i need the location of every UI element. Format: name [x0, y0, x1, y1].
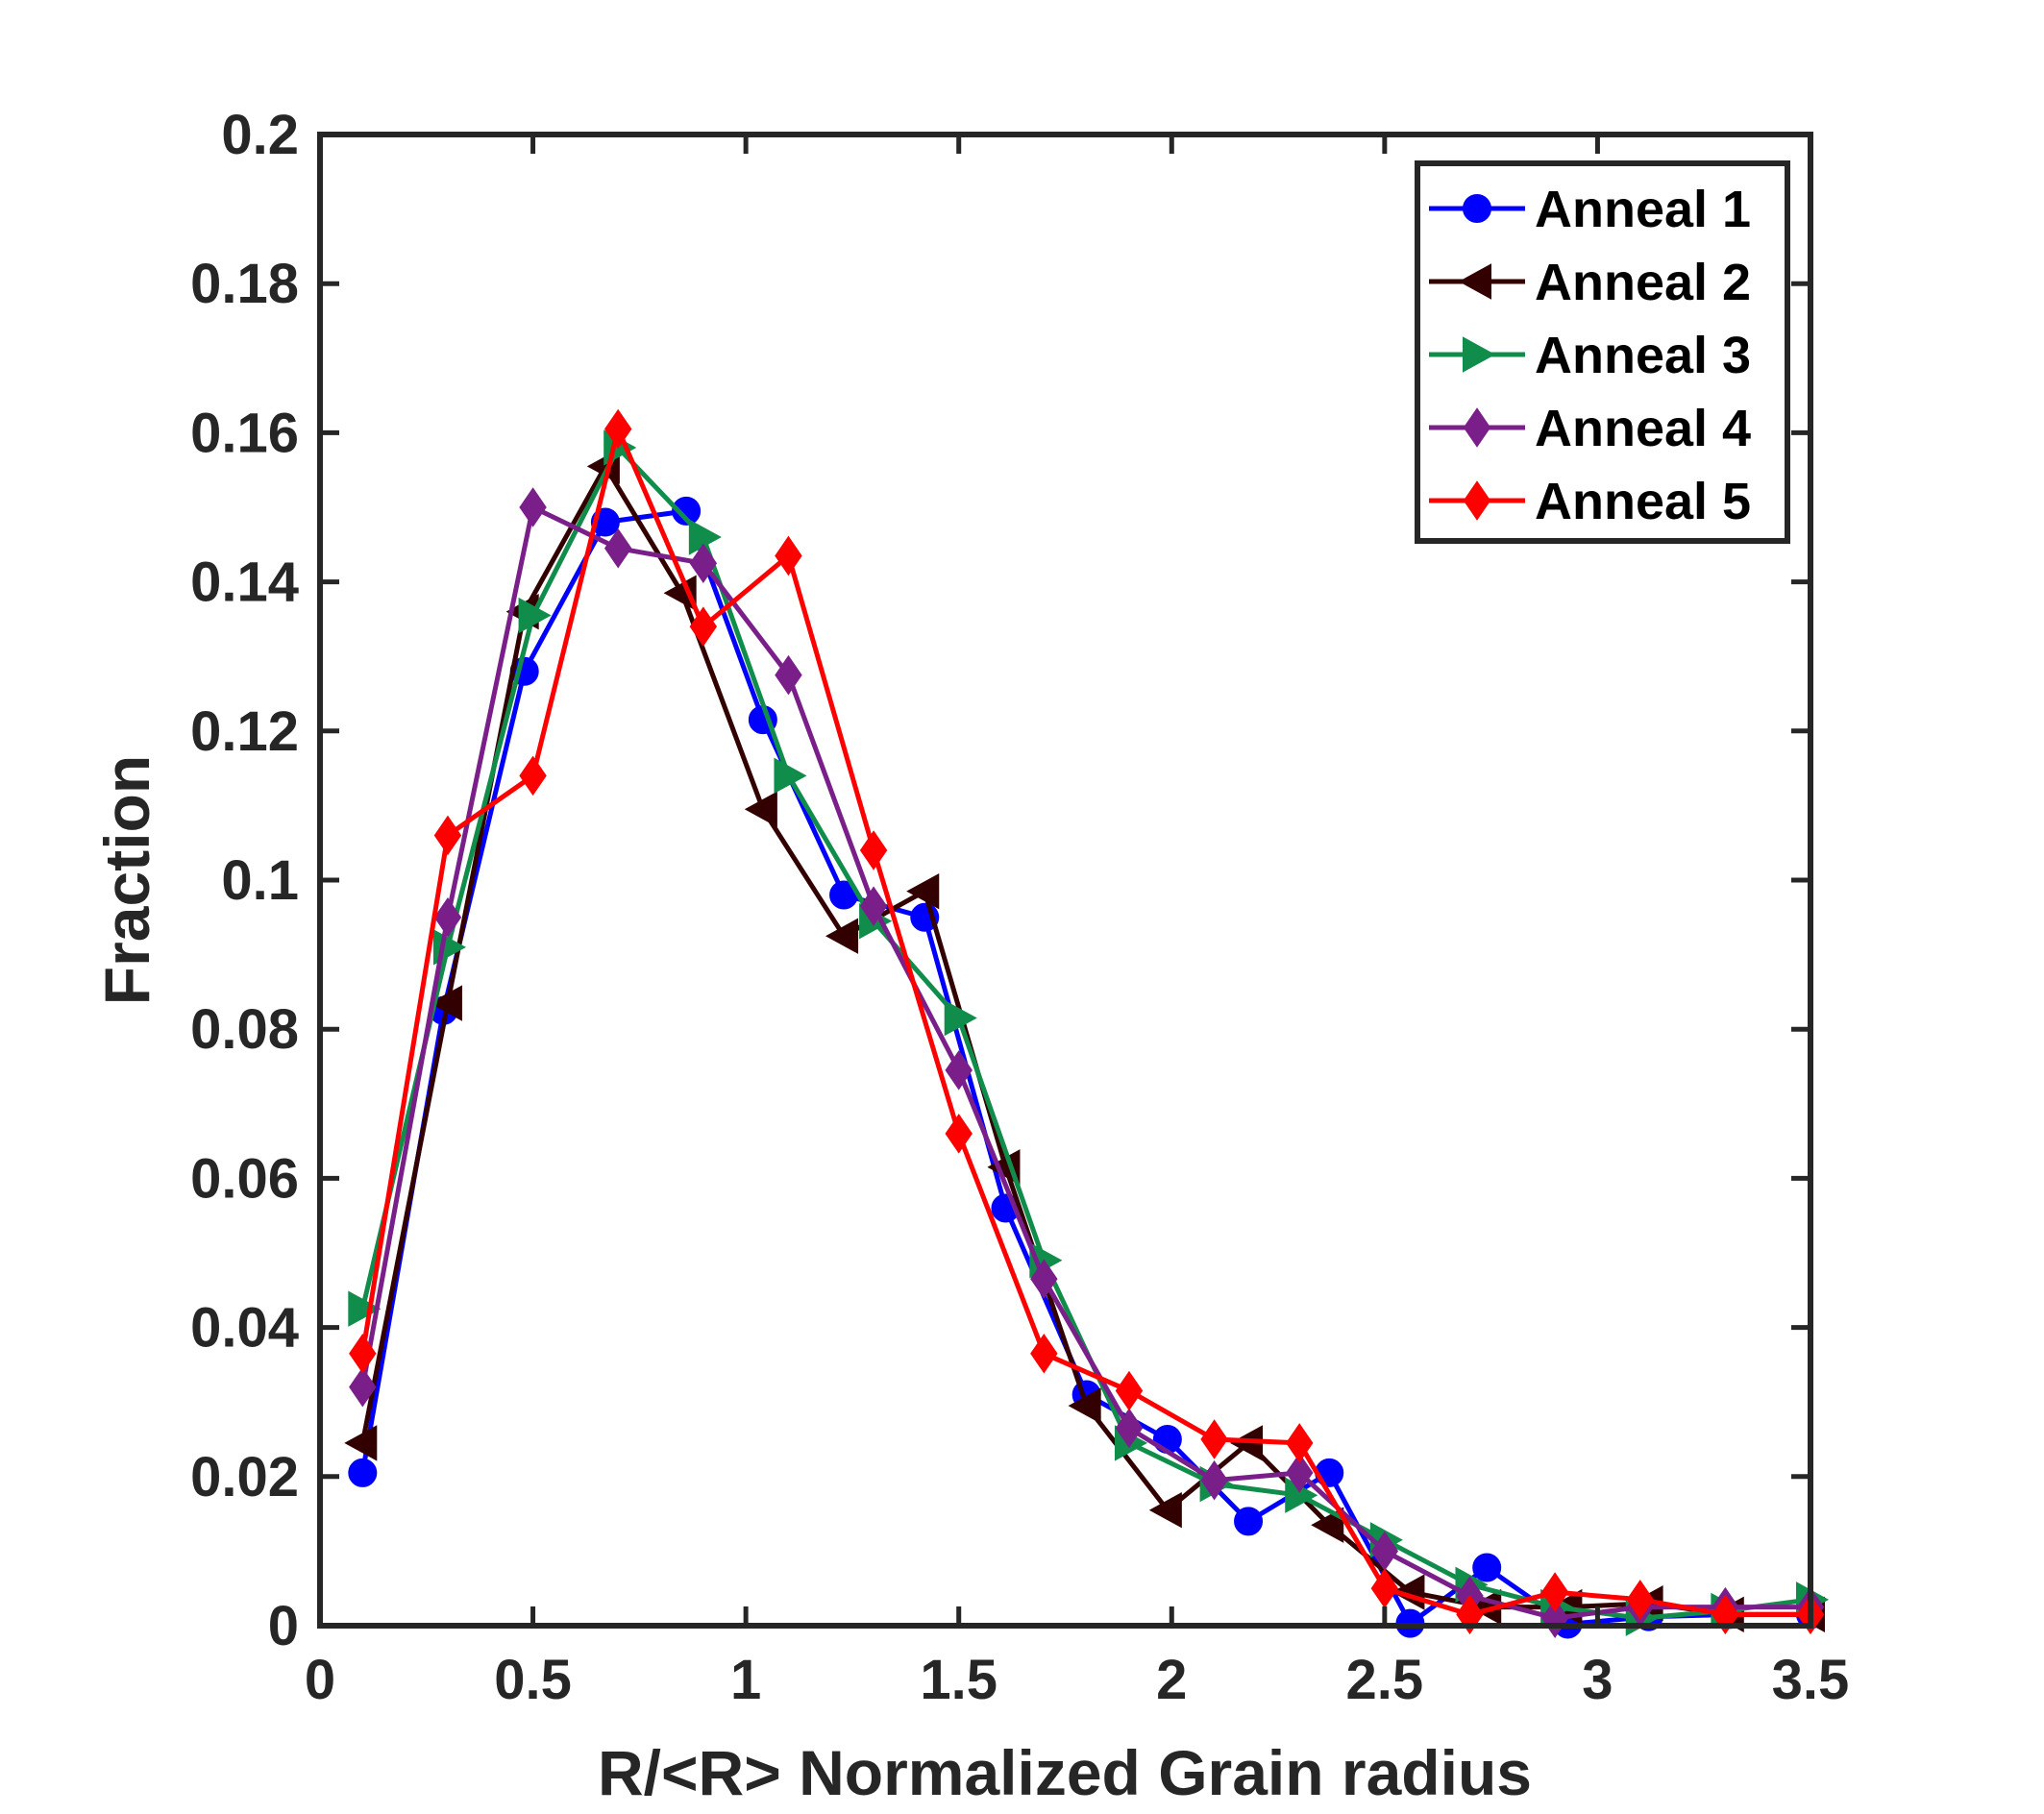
y-axis-title: Fraction [91, 755, 162, 1005]
data-point-anneal-5 [603, 408, 632, 450]
series-line-anneal-4 [359, 504, 1810, 1621]
data-point-anneal-3 [518, 597, 552, 634]
data-point-anneal-1 [672, 496, 702, 526]
data-point-anneal-4 [775, 654, 802, 696]
data-point-anneal-5 [859, 830, 888, 870]
x-tick-label: 3 [1582, 1649, 1613, 1711]
tick-layer: 0 0.5 1 1.5 2 2.5 3 3.5 0 0.02 0.04 0.06 0.08 0.1 0.12… [190, 104, 1849, 1711]
data-point-anneal-2 [429, 985, 462, 1021]
x-tick-label: 1 [730, 1649, 761, 1711]
data-point-anneal-4 [603, 527, 632, 569]
y-tick-label: 0.1 [221, 849, 299, 912]
series-anneal-5 [349, 408, 1825, 1635]
y-tick-label: 0.18 [190, 253, 299, 315]
legend-marker [1463, 480, 1491, 521]
x-tick-label: 1.5 [920, 1649, 997, 1711]
x-tick-label: 3.5 [1772, 1649, 1850, 1711]
data-point-anneal-5 [1286, 1423, 1314, 1463]
x-tick-label: 0.5 [494, 1649, 572, 1711]
y-tick-label: 0.08 [190, 998, 299, 1061]
data-point-anneal-3 [688, 519, 722, 555]
data-point-anneal-4 [1030, 1259, 1058, 1299]
legend-label: Anneal 5 [1535, 473, 1751, 530]
data-point-anneal-2 [744, 791, 777, 827]
data-point-anneal-1 [1234, 1507, 1264, 1536]
y-tick-label: 0.14 [190, 552, 299, 614]
data-point-anneal-5 [1200, 1419, 1228, 1459]
y-tick-label: 0.02 [190, 1446, 299, 1508]
data-point-anneal-3 [944, 999, 977, 1037]
x-tick-label: 0 [305, 1649, 335, 1711]
data-point-anneal-4 [1115, 1408, 1144, 1449]
y-tick-label: 0.12 [190, 700, 299, 763]
data-point-anneal-5 [349, 1333, 377, 1374]
y-tick-label: 0.04 [190, 1297, 299, 1360]
x-tick-label: 2.5 [1346, 1649, 1424, 1711]
data-point-anneal-4 [689, 543, 718, 583]
legend-item-anneal-1: Anneal 1 [1429, 181, 1751, 238]
data-point-anneal-3 [774, 757, 807, 795]
data-point-anneal-4 [349, 1366, 377, 1408]
data-point-anneal-1 [348, 1458, 378, 1487]
data-point-anneal-5 [945, 1114, 973, 1154]
legend-marker [1463, 336, 1496, 373]
legend-item-anneal-2: Anneal 2 [1429, 254, 1751, 311]
y-tick-label: 0.06 [190, 1147, 299, 1210]
legend-label: Anneal 2 [1535, 254, 1751, 311]
data-point-anneal-5 [1115, 1370, 1144, 1411]
legend-marker [1458, 263, 1491, 300]
data-point-anneal-2 [663, 575, 697, 611]
data-point-anneal-4 [945, 1050, 973, 1091]
data-point-anneal-1 [1152, 1425, 1182, 1454]
data-point-anneal-5 [689, 606, 718, 647]
legend-label: Anneal 1 [1535, 181, 1751, 238]
data-point-anneal-2 [1148, 1492, 1182, 1529]
series-layer [344, 408, 1830, 1639]
legend: Anneal 1 Anneal 2 Anneal 3 Anneal 4 Anneal 5 [1415, 160, 1790, 544]
data-point-anneal-5 [1540, 1572, 1569, 1612]
legend-marker [1463, 194, 1491, 223]
data-point-anneal-5 [433, 815, 462, 856]
data-point-anneal-4 [1200, 1459, 1228, 1501]
y-tick-label: 0 [268, 1595, 299, 1657]
data-point-anneal-4 [1286, 1453, 1314, 1493]
data-point-anneal-3 [348, 1290, 382, 1327]
series-line-anneal-5 [359, 427, 1810, 1617]
data-point-anneal-4 [433, 897, 462, 938]
x-tick-label: 2 [1156, 1649, 1187, 1711]
y-tick-label: 0.16 [190, 402, 299, 464]
data-point-anneal-5 [1626, 1580, 1654, 1620]
data-point-anneal-5 [519, 755, 547, 797]
legend-label: Anneal 4 [1535, 400, 1751, 457]
y-tick-label: 0.2 [221, 104, 299, 166]
data-point-anneal-5 [775, 535, 802, 576]
legend-item-anneal-5: Anneal 5 [1429, 473, 1751, 530]
data-point-anneal-2 [906, 872, 940, 910]
data-point-anneal-2 [344, 1425, 378, 1461]
data-point-anneal-5 [1030, 1333, 1058, 1374]
x-axis-title: R/<R> Normalized Grain radius [598, 1737, 1532, 1808]
data-point-anneal-2 [1311, 1507, 1344, 1543]
data-point-anneal-2 [1068, 1387, 1101, 1424]
legend-item-anneal-4: Anneal 4 [1429, 400, 1751, 457]
data-point-anneal-2 [825, 918, 859, 954]
data-point-anneal-4 [859, 886, 888, 926]
data-point-anneal-4 [519, 487, 547, 527]
data-point-anneal-1 [1472, 1553, 1502, 1582]
legend-marker [1463, 407, 1491, 448]
legend-box [1415, 160, 1790, 544]
legend-item-anneal-3: Anneal 3 [1429, 327, 1751, 384]
legend-label: Anneal 3 [1535, 327, 1751, 384]
